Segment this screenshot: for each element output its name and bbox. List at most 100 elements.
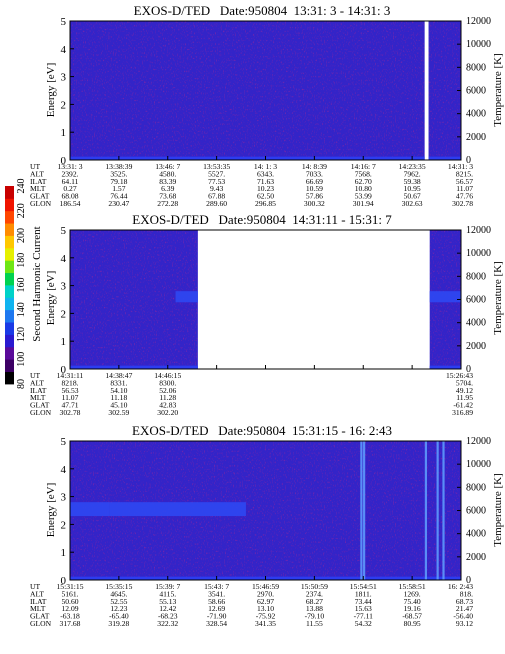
table-cell: 15:31:15 bbox=[56, 582, 83, 591]
table-cell: 83.39 bbox=[159, 177, 176, 186]
colorbar-swatch bbox=[5, 186, 14, 199]
y-tick-label: 5 bbox=[61, 225, 67, 237]
table-cell: 328.54 bbox=[206, 619, 227, 628]
table-cell: 79.18 bbox=[110, 177, 127, 186]
table-cell: 296.85 bbox=[255, 199, 276, 208]
y2-tick-label: 10000 bbox=[466, 39, 491, 50]
colorbar-swatch bbox=[5, 346, 14, 360]
spike bbox=[360, 441, 363, 580]
table-cell: 302.63 bbox=[402, 199, 423, 208]
table-cell: 47.76 bbox=[456, 192, 473, 201]
table-cell: 14:16: 7 bbox=[351, 162, 376, 171]
table-cell: 4115. bbox=[159, 589, 176, 598]
emission-band bbox=[70, 502, 110, 517]
table-cell: 56.53 bbox=[61, 386, 78, 395]
y2-tick-label: 4000 bbox=[466, 109, 486, 120]
table-cell: 62.97 bbox=[257, 597, 274, 606]
colorbar-swatch bbox=[5, 322, 14, 335]
table-cell: 62.50 bbox=[257, 192, 274, 201]
table-cell: 14: 8:39 bbox=[302, 162, 327, 171]
colorbar-tick-label: 140 bbox=[16, 302, 27, 317]
spectrogram-noise bbox=[70, 21, 425, 160]
colorbar-scale bbox=[5, 186, 14, 385]
y2-tick-label: 0 bbox=[466, 364, 471, 375]
table-cell: 13:53:35 bbox=[203, 162, 230, 171]
table-cell: 64.11 bbox=[62, 177, 79, 186]
table-cell: 14:31: 3 bbox=[448, 162, 473, 171]
table-cell: 68.08 bbox=[61, 192, 78, 201]
table-cell: 11.28 bbox=[159, 393, 176, 402]
table-cell: 52.55 bbox=[110, 597, 127, 606]
table-row-label: UT bbox=[30, 162, 40, 171]
table-cell: 4645. bbox=[110, 589, 127, 598]
table-cell: 13.88 bbox=[306, 604, 323, 613]
table-cell: 9.43 bbox=[210, 184, 223, 193]
y2-tick-label: 8000 bbox=[466, 482, 486, 493]
table-cell: 55.13 bbox=[159, 597, 176, 606]
table-cell: 73.68 bbox=[159, 192, 176, 201]
table-cell: 45.10 bbox=[110, 401, 127, 410]
table-cell: 75.40 bbox=[404, 597, 421, 606]
table-cell: 76.44 bbox=[110, 192, 127, 201]
table-row-label: UT bbox=[30, 582, 40, 591]
table-row-label: ILAT bbox=[30, 177, 47, 186]
table-row-label: MLT bbox=[30, 184, 46, 193]
table-row-label: ALT bbox=[30, 378, 44, 387]
table-cell: 12.42 bbox=[159, 604, 176, 613]
low-energy-row bbox=[429, 365, 461, 369]
panel-2-y-axis-label: Energy [eV] bbox=[45, 271, 57, 325]
table-cell: 1.57 bbox=[112, 184, 125, 193]
table-cell: 7033. bbox=[306, 169, 323, 178]
y2-tick-label: 12000 bbox=[466, 436, 491, 447]
colorbar-swatch bbox=[5, 198, 14, 212]
y2-tick-label: 8000 bbox=[466, 271, 486, 282]
table-cell: 1269. bbox=[404, 589, 421, 598]
table-cell: 818. bbox=[460, 589, 473, 598]
y2-tick-label: 12000 bbox=[466, 225, 491, 236]
y2-tick-label: 4000 bbox=[466, 318, 486, 329]
colorbar-tick-label: 160 bbox=[16, 278, 27, 293]
panel-3: EXOS-D/TED Date:950804 15:31:15 - 16: 2:… bbox=[30, 423, 504, 628]
table-cell: 66.69 bbox=[306, 177, 323, 186]
panel-2-orbit-table: UTALTILATMLTGLATGLON14:31:118218.56.5311… bbox=[30, 371, 473, 417]
table-cell: 11.07 bbox=[62, 393, 79, 402]
colorbar-swatch bbox=[5, 235, 14, 249]
low-energy-row bbox=[70, 365, 198, 369]
table-cell: -71.90 bbox=[207, 612, 227, 621]
table-cell: 6.39 bbox=[161, 184, 174, 193]
table-cell: 341.35 bbox=[255, 619, 276, 628]
table-cell: 47.71 bbox=[61, 401, 78, 410]
y-tick-label: 4 bbox=[61, 253, 67, 265]
colorbar-tick-label: 100 bbox=[16, 352, 27, 367]
table-cell: 15.63 bbox=[355, 604, 372, 613]
table-cell: 68.73 bbox=[456, 597, 473, 606]
table-cell: 301.94 bbox=[353, 199, 374, 208]
colorbar-swatch bbox=[5, 223, 14, 236]
colorbar-swatch bbox=[5, 285, 14, 298]
table-row-label: GLAT bbox=[30, 401, 50, 410]
colorbar-tick-label: 240 bbox=[16, 179, 27, 194]
table-cell: 2970. bbox=[257, 589, 274, 598]
spectrogram-noise bbox=[428, 21, 461, 160]
panel-3-y2-axis-label: Temperature [K] bbox=[492, 473, 504, 546]
panel-1: EXOS-D/TED Date:950804 13:31: 3 - 14:31:… bbox=[30, 3, 504, 208]
table-cell: 10.23 bbox=[257, 184, 274, 193]
table-cell: 316.89 bbox=[452, 408, 473, 417]
table-cell: 80.95 bbox=[404, 619, 421, 628]
spike bbox=[436, 441, 439, 580]
y2-tick-label: 2000 bbox=[466, 552, 486, 563]
table-cell: 302.20 bbox=[157, 408, 178, 417]
table-cell: 11.55 bbox=[306, 619, 323, 628]
y2-tick-label: 4000 bbox=[466, 529, 486, 540]
y2-tick-label: 10000 bbox=[466, 248, 491, 259]
colorbar-swatch bbox=[5, 247, 14, 261]
table-row-label: ILAT bbox=[30, 386, 47, 395]
panel-3-y-axis-label: Energy [eV] bbox=[45, 483, 57, 537]
table-cell: 8218. bbox=[61, 378, 78, 387]
y-tick-label: 0 bbox=[61, 364, 67, 376]
table-cell: 49.12 bbox=[456, 386, 473, 395]
table-cell: 15:54:51 bbox=[350, 582, 377, 591]
table-row-label: ALT bbox=[30, 589, 44, 598]
y2-tick-label: 0 bbox=[466, 575, 471, 586]
